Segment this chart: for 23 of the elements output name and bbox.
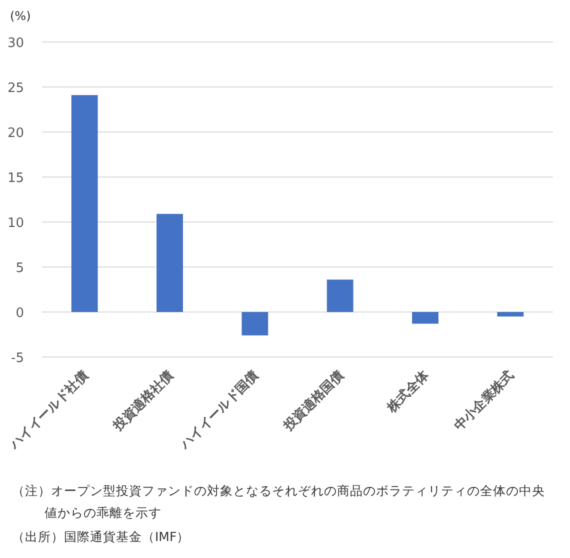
bar	[242, 312, 268, 336]
bar	[326, 280, 354, 312]
text: （注）オープン型投資ファンドの対象となるそれぞれの商品のボラティリティの全体の中央値からの乖離を示す	[12, 482, 546, 522]
bar	[497, 312, 524, 316]
x-tick-label: 株式全体	[383, 366, 433, 416]
y-tick-label: 5	[16, 261, 24, 276]
y-tick-label: -5	[11, 351, 24, 366]
x-tick-label: 投資適格社債	[109, 368, 177, 435]
x-tick-label: 投資適格国債	[280, 368, 347, 435]
x-tick-label: ハイイールド社債	[6, 368, 92, 454]
bar	[412, 312, 438, 324]
text: （出所）国際通貨基金（IMF）	[12, 528, 191, 546]
y-tick-label: 0	[16, 306, 24, 321]
y-tick-label: 30	[7, 36, 24, 51]
y-tick-label: 25	[7, 81, 24, 96]
y-tick-label: 10	[7, 216, 24, 231]
bar	[71, 95, 98, 312]
x-tick-label: 中小企業株式	[450, 368, 518, 434]
x-tick-label: ハイイールド国債	[176, 368, 262, 454]
y-tick-label: 20	[7, 126, 24, 141]
y-tick-label: 15	[7, 171, 24, 186]
bar	[156, 214, 183, 312]
y-axis-title: (%)	[10, 9, 31, 23]
